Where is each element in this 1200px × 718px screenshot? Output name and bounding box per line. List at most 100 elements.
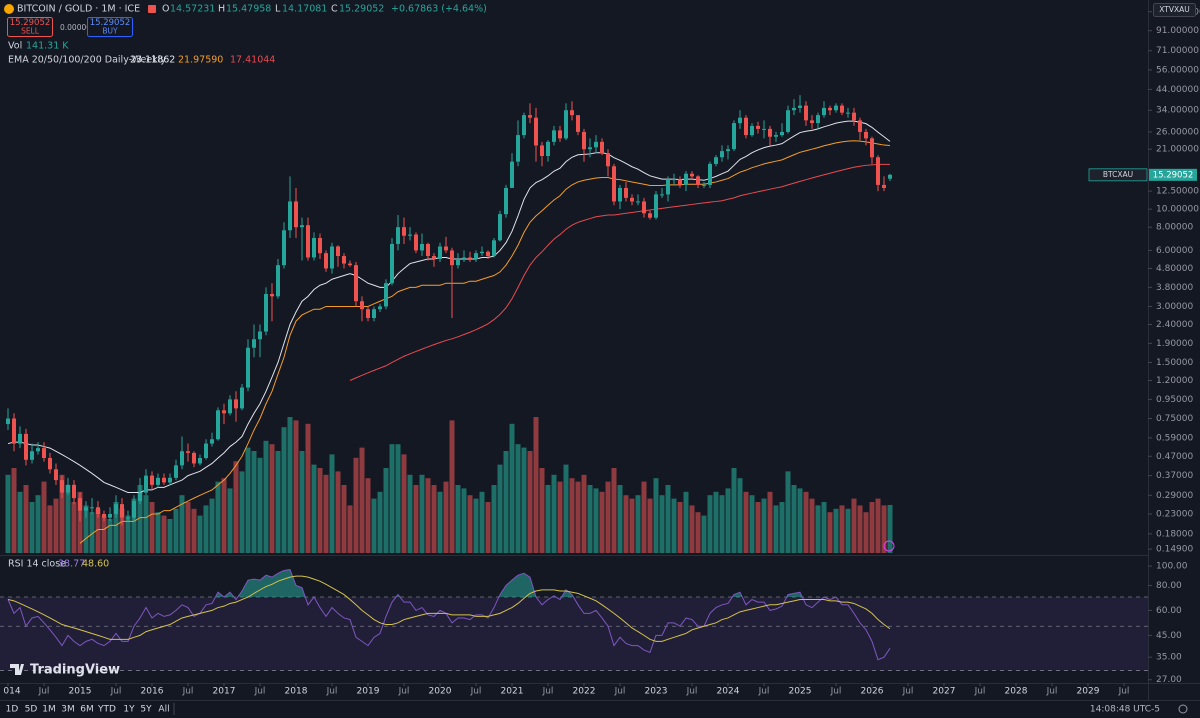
volume-bar [119,508,125,553]
candle-body [762,128,766,130]
volume-bar [371,498,377,553]
range-button[interactable]: 5Y [140,705,152,715]
ema-line [7,120,891,494]
y-tick-label: 1.20000 [1156,376,1193,386]
candle-body [210,439,214,444]
volume-bar [755,502,761,553]
volume-bar [707,495,713,553]
volume-bar [581,474,587,553]
symbol-title: BITCOIN / GOLD · 1M · ICE [17,4,140,15]
x-tick-label: 2016 [141,687,164,697]
volume-bar [737,478,743,553]
candle-body [408,234,412,236]
candle-body [504,187,508,215]
x-tick-label: Jul [1118,687,1130,697]
range-button[interactable]: 1D [6,705,19,715]
candle-body [594,141,598,148]
volume-bar [71,502,77,553]
rsi-overbought-fill [215,569,837,598]
y-tick-label: 3.00000 [1156,302,1193,312]
candle-body [750,125,754,136]
candle-body [174,465,178,478]
candle-body [222,410,226,414]
price-tag [1149,168,1197,181]
volume-bar [611,468,617,553]
volume-bar [167,519,173,553]
candle-body [78,498,82,511]
volume-bar [353,457,359,553]
range-button[interactable]: 3M [61,705,75,715]
volume-bar [617,485,623,553]
candle-body [366,309,370,319]
candle-body [456,258,460,266]
volume-bar [851,498,857,553]
volume-bar [575,481,581,553]
volume-bar [47,505,53,553]
candle-body [372,309,376,319]
range-button[interactable]: 1Y [123,705,135,715]
volume-bar [17,491,23,553]
candle-body [342,256,346,264]
volume-bar [311,464,317,553]
volume-bar [881,505,887,553]
symbol-box[interactable] [1153,3,1196,17]
volume-bar [131,498,137,553]
x-tick-label: 2022 [573,687,596,697]
candle-body [120,504,124,518]
volume-bar [125,515,131,553]
candle-body [24,433,28,460]
range-button[interactable]: YTD [97,705,116,715]
candle-body [732,123,736,150]
event-icon[interactable] [883,540,895,552]
x-tick-label: Jul [254,687,266,697]
volume-bar [683,491,689,553]
volume-bar [701,515,707,553]
settings-icon[interactable] [1178,704,1188,714]
candle-body [180,451,184,466]
y-tick-label: 6.00000 [1156,246,1193,256]
volume-bar [815,505,821,553]
volume-bar [239,471,245,553]
candle-body [522,115,526,136]
volume-bar [437,491,443,553]
range-button[interactable]: All [158,705,169,715]
x-tick-label: 2021 [501,687,524,697]
candle-body [384,283,388,307]
volume-bar [461,488,467,553]
candle-body [474,253,478,259]
symbol-tag-label: BTCXAU [1103,170,1133,179]
candle-body [738,117,742,124]
x-tick-label: Jul [686,687,698,697]
buy-label: BUY [102,27,118,36]
range-button[interactable]: 6M [80,705,94,715]
candle-body [246,347,250,388]
volume-bar [587,485,593,553]
logo-mark [10,664,24,675]
candle-body [228,399,232,414]
candle-body [258,331,262,340]
x-tick-label: 014 [3,687,20,697]
volume-bar [257,457,263,553]
volume-label: Vol [8,41,22,52]
buy-price: 15.29052 [90,18,131,28]
price-change: +0.67863 (+4.64%) [391,4,487,15]
sell-button[interactable] [7,17,53,37]
candle-body [636,201,640,203]
range-button[interactable]: 5D [25,705,38,715]
candle-body [114,504,118,515]
candle-body [264,293,268,332]
rsi-tick-label: 60.00 [1156,606,1182,616]
range-button[interactable]: 1M [42,705,56,715]
buy-button[interactable] [87,17,133,37]
y-tick-label: 26.00000 [1156,127,1199,137]
candle-body [360,301,364,310]
candle-body [240,387,244,409]
candle-body [438,246,442,259]
volume-bar [887,504,893,553]
candle-body [720,151,724,158]
candle-body [672,179,676,181]
candle-body [576,115,580,132]
volume-bar [143,495,149,553]
y-tick-label: 8.00000 [1156,223,1193,233]
